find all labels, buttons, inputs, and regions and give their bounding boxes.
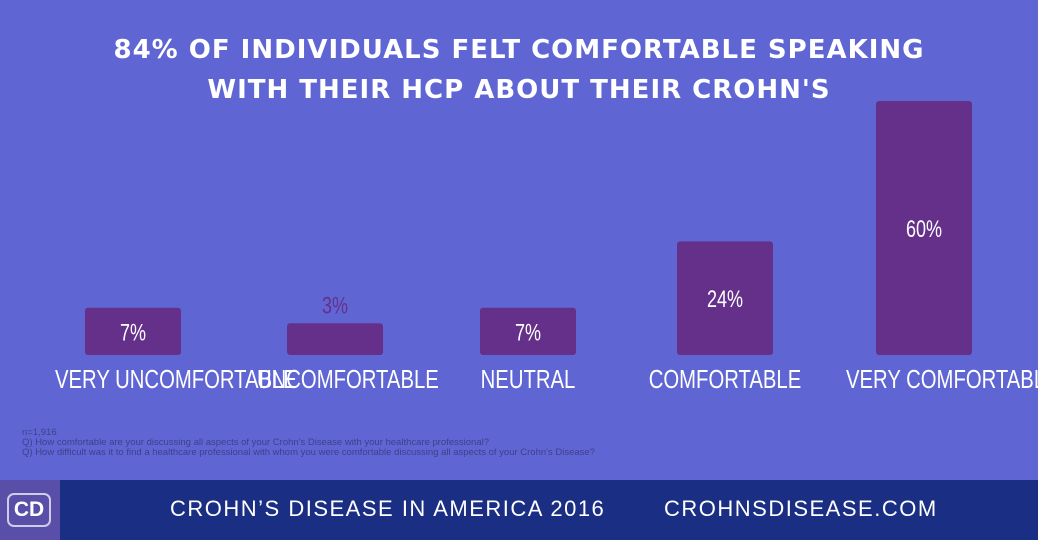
bar-2 xyxy=(480,307,576,355)
logo[interactable]: CD xyxy=(0,480,60,540)
footnotes: n=1,916 Q) How comfortable are your disc… xyxy=(22,428,595,458)
data-label-2: 7% xyxy=(515,320,541,346)
bar-1 xyxy=(287,323,383,355)
footer: CD CROHN’S DISEASE IN AMERICA 2016 CROHN… xyxy=(0,480,1038,540)
data-label-4: 60% xyxy=(906,217,942,243)
category-label-3: COMFORTABLE xyxy=(648,364,802,394)
title-line-2: WITH THEIR HCP ABOUT THEIR CROHN'S xyxy=(207,75,831,105)
logo-text: CD xyxy=(7,493,51,527)
data-label-0: 7% xyxy=(120,320,146,346)
category-label-4: VERY COMFORTABLE xyxy=(846,364,1038,394)
chart-title: 84% OF INDIVIDUALS FELT COMFORTABLE SPEA… xyxy=(0,30,1038,110)
question-2: Q) How difficult was it to find a health… xyxy=(22,447,595,458)
bar-chart: 7% 3% 7% 24% 60% xyxy=(85,101,972,355)
category-label-0: VERY UNCOMFORTABLE xyxy=(55,364,297,394)
category-label-2: NEUTRAL xyxy=(480,364,576,394)
title-line-1: 84% OF INDIVIDUALS FELT COMFORTABLE SPEA… xyxy=(113,35,925,65)
footer-title: CROHN’S DISEASE IN AMERICA 2016 xyxy=(170,496,606,521)
sample-size: n=1,916 xyxy=(22,427,57,438)
bar-3 xyxy=(677,241,773,355)
bar-0 xyxy=(85,307,181,355)
bar-4 xyxy=(876,101,972,355)
category-label-1: UNCOMFORTABLE xyxy=(257,364,439,394)
footer-site-link[interactable]: CROHNSDISEASE.COM xyxy=(664,496,938,521)
data-label-3: 24% xyxy=(707,287,743,313)
question-1: Q) How comfortable are your discussing a… xyxy=(22,437,490,448)
data-label-1: 3% xyxy=(322,293,348,319)
